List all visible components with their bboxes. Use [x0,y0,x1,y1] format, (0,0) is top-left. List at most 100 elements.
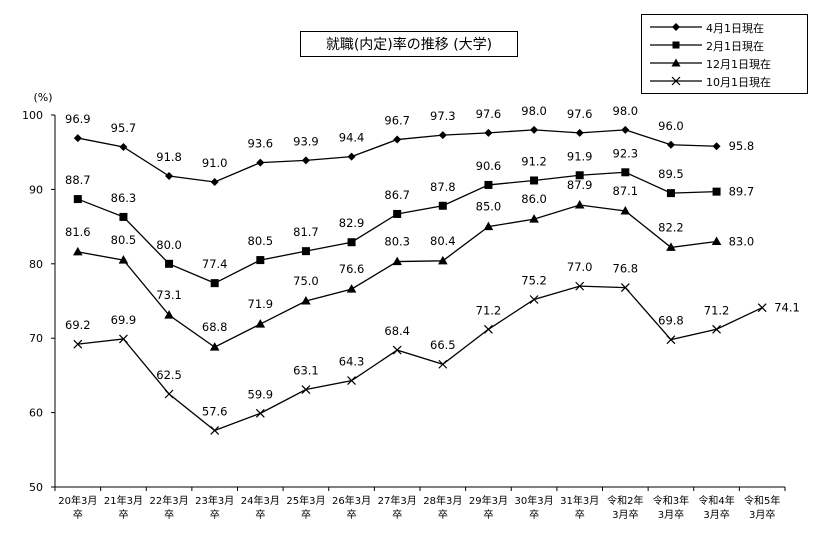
legend-label-feb: 2月1日現在 [706,40,764,53]
data-point-triangle [574,200,585,209]
data-point-diamond [119,142,128,151]
x-tick-label: 3月卒 [749,508,775,521]
data-point-x [301,385,311,394]
data-point-diamond [165,172,174,181]
data-label: 89.7 [729,185,755,199]
data-label: 63.1 [293,364,319,378]
data-label: 68.4 [384,324,410,338]
data-point-x [73,339,83,349]
data-point-triangle [73,246,83,256]
x-tick-label: 24年3月 [241,494,280,507]
data-label: 96.7 [384,114,410,128]
data-label: 80.3 [384,235,410,249]
legend-item-apr: 4月1日現在 [642,19,807,37]
data-label: 75.2 [521,274,547,288]
data-point-square [256,256,265,265]
data-point-square [438,201,447,210]
x-tick-label: 23年3月 [195,494,234,507]
data-label: 69.9 [111,313,137,327]
x-tick-label: 令和3年 [653,494,689,507]
y-tick-label: 60 [29,407,43,420]
legend-item-dec: 12月1日現在 [642,55,807,73]
x-tick-label: 3月卒 [703,508,729,521]
data-point-triangle [529,214,539,223]
data-point-diamond [666,140,675,149]
data-point-square [484,180,493,189]
data-point-x-stroke [712,324,721,334]
data-label: 91.2 [521,154,547,168]
x-tick-label: 20年3月 [58,494,97,507]
data-point-x-stroke [392,345,402,355]
data-label: 88.7 [65,173,91,187]
data-point-triangle [438,255,448,265]
data-point-triangle [483,221,494,231]
data-label: 95.8 [729,139,755,153]
data-label: 98.0 [613,104,639,118]
legend-item-oct: 10月1日現在 [642,73,807,91]
data-label: 74.1 [774,301,800,315]
x-tick-label: 27年3月 [378,494,417,507]
y-tick-label: 90 [29,183,43,196]
chart-title: 就職(内定)率の推移 (大学) [300,31,518,57]
data-label: 80.5 [111,233,137,247]
legend-label-dec: 12月1日現在 [706,58,771,71]
data-point-x-stroke [73,339,83,349]
data-label: 97.6 [476,107,502,121]
data-label: 92.3 [613,146,639,160]
data-point-diamond [347,152,356,161]
data-point-x-stroke [757,303,767,313]
data-point-x-stroke [438,359,448,369]
x-tick-label: 22年3月 [150,494,189,507]
x-tick-label: 卒 [301,508,311,521]
x-tick-label: 26年3月 [332,494,371,507]
data-point-square [393,209,402,218]
data-label: 97.3 [430,109,456,123]
data-label: 69.2 [65,318,91,332]
y-tick-label: 50 [29,481,43,494]
x-tick-label: 卒 [529,508,539,521]
x-tick-label: 卒 [73,508,83,521]
data-point-x [164,389,174,399]
x-tick-label: 31年3月 [560,494,599,507]
x-tick-label: 3月卒 [612,508,638,521]
legend-label-oct: 10月1日現在 [706,76,771,89]
y-unit-label: (%) [33,91,52,104]
data-point-diamond [484,128,493,137]
data-label: 68.8 [202,320,228,334]
data-label: 87.1 [613,184,639,198]
data-label: 89.5 [658,167,684,181]
legend-marker-square-icon [650,41,702,49]
data-label: 91.0 [202,156,228,170]
data-point-square [621,168,630,177]
data-point-diamond [712,142,721,151]
data-label: 97.6 [567,107,593,121]
data-label: 91.9 [567,149,593,163]
data-point-diamond [210,177,219,186]
x-tick-label: 令和5年 [744,494,780,507]
data-point-square [530,176,539,185]
legend: 4月1日現在 2月1日現在 12月1日現在 10月1日現在 [641,14,808,94]
data-label: 83.0 [729,234,755,248]
data-point-x-stroke [666,335,676,345]
data-point-x [757,303,767,313]
data-point-diamond [621,125,630,134]
axes: 5060708090100(%)20年3月卒21年3月卒22年3月卒23年3月卒… [22,91,786,521]
y-tick-label: 80 [29,258,43,271]
data-point-diamond [301,156,310,165]
x-tick-label: 令和2年 [607,494,643,507]
data-point-diamond [256,158,265,167]
data-point-diamond [73,134,82,143]
data-label: 98.0 [521,104,547,118]
data-point-x [666,335,676,345]
y-tick-label: 70 [29,332,43,345]
x-tick-label: 卒 [118,508,128,521]
x-tick-label: 28年3月 [423,494,462,507]
data-point-x-stroke [301,385,311,394]
x-tick-label: 29年3月 [469,494,508,507]
data-label: 76.6 [339,262,365,276]
data-label: 87.8 [430,180,456,194]
data-label: 91.8 [156,150,182,164]
data-label: 86.3 [111,191,137,205]
data-point-triangle [209,342,220,351]
data-point-x [347,376,356,386]
